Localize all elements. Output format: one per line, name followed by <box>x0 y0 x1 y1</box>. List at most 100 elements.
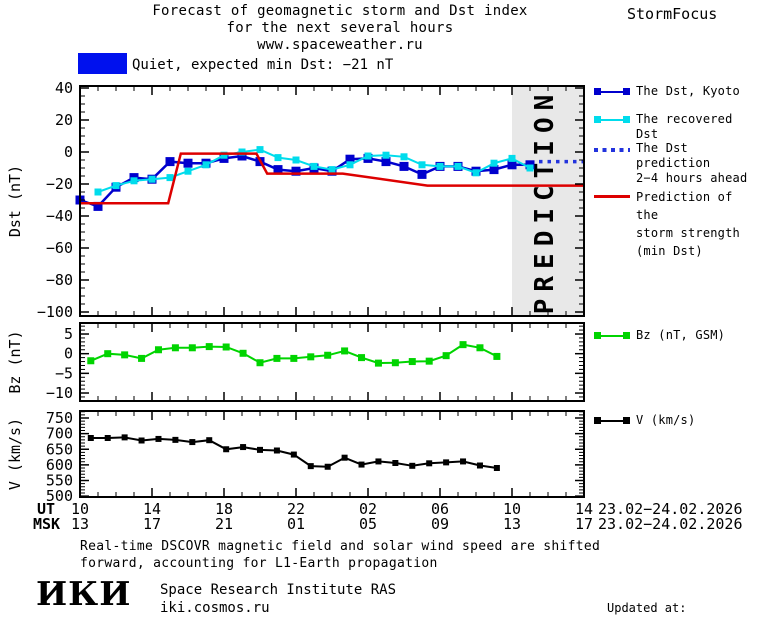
title-line-2: for the next several hours <box>226 20 454 36</box>
x-tick-label-msk: 09 <box>431 515 449 533</box>
dst-axis-title: Dst (nT) <box>6 165 24 237</box>
dst-marker <box>472 169 480 177</box>
ut-row-label: UT <box>37 500 55 518</box>
v-marker <box>324 463 331 470</box>
v-marker <box>189 439 196 446</box>
x-tick-label-msk: 01 <box>287 515 305 533</box>
v-marker <box>460 458 467 465</box>
v-marker <box>443 459 450 466</box>
dst-marker <box>382 151 390 159</box>
y-tick-label: −5 <box>55 364 73 382</box>
y-tick-label: 5 <box>64 325 73 343</box>
bz-marker <box>476 344 484 352</box>
bz-marker <box>290 354 298 362</box>
x-tick-label-msk: 21 <box>215 515 233 533</box>
ut-date-range: 23.02−24.02.2026 <box>598 500 743 518</box>
bz-marker <box>205 343 213 351</box>
bz-marker <box>408 358 416 366</box>
x-tick-label-msk: 17 <box>575 515 593 533</box>
v-marker <box>206 437 213 444</box>
msk-row-label: MSK <box>33 515 60 533</box>
legend-label-storm: Prediction of the storm strength (min Ds… <box>636 188 760 260</box>
v-marker <box>240 444 247 451</box>
dst-marker <box>490 159 498 167</box>
legend-label-v: V (km/s) <box>636 413 696 427</box>
bz-marker <box>222 343 230 351</box>
x-tick-label-ut: 10 <box>71 500 89 518</box>
site-link: www.spaceweather.ru <box>257 37 423 53</box>
legend-label-prediction: The Dst prediction 2−4 hours ahead <box>636 141 760 186</box>
storm-label-line-2: storm strength <box>636 226 740 240</box>
y-tick-label: 650 <box>46 440 73 458</box>
y-tick-label: −80 <box>46 271 73 289</box>
v-axis-title: V (km/s) <box>6 418 24 490</box>
v-marker <box>409 462 416 469</box>
bz-marker <box>273 354 281 362</box>
x-tick-label-ut: 14 <box>143 500 161 518</box>
dotted-line-icon <box>594 148 630 152</box>
kyoto-line-icon <box>594 87 630 97</box>
y-tick-label: −100 <box>37 303 73 321</box>
dst-marker <box>328 166 336 174</box>
bz-marker <box>104 350 112 358</box>
dst-marker <box>238 148 246 156</box>
dst-marker <box>274 154 282 162</box>
legend-item-v: V (km/s) <box>594 413 695 428</box>
bz-marker <box>324 351 332 359</box>
propagation-note: Real-time DSCOVR magnetic field and sola… <box>80 538 600 572</box>
v-marker <box>476 462 483 469</box>
brand-label: StormFocus <box>627 5 718 23</box>
bz-frame <box>79 322 585 402</box>
v-marker <box>104 435 111 441</box>
v-marker <box>341 454 348 461</box>
v-marker <box>138 437 145 444</box>
dst-marker <box>364 152 372 160</box>
dst-marker <box>184 167 192 175</box>
bz-marker <box>171 344 179 352</box>
dst-marker <box>310 162 318 170</box>
x-tick-label-ut: 06 <box>431 500 449 518</box>
v-marker <box>155 435 162 442</box>
dst-marker <box>417 169 427 179</box>
x-tick-label-msk: 13 <box>71 515 89 533</box>
storm-label-line-1: Prediction of the <box>636 190 733 222</box>
bz-marker <box>341 347 349 355</box>
bz-marker <box>307 353 315 361</box>
dst-marker <box>436 162 444 170</box>
v-marker <box>426 460 433 467</box>
x-tick-label-ut: 10 <box>503 500 521 518</box>
updated-label: Updated at: <box>607 601 687 615</box>
legend-label-recovered: The recovered Dst <box>636 112 733 141</box>
dst-marker <box>345 154 355 164</box>
y-tick-label: 500 <box>46 487 73 505</box>
iki-logo: ИКИ <box>36 574 132 613</box>
dst-marker <box>273 165 283 175</box>
v-marker <box>87 435 94 441</box>
y-tick-label: 0 <box>64 143 73 161</box>
x-tick-label-ut: 22 <box>287 500 305 518</box>
x-tick-label-ut: 02 <box>359 500 377 518</box>
dst-series-line <box>80 152 584 205</box>
legend-item-dst-kyoto: The Dst, Kyoto <box>594 84 740 99</box>
dst-marker <box>94 188 102 196</box>
dst-marker <box>489 165 499 175</box>
recovered-line-icon <box>594 115 630 125</box>
dst-marker <box>148 175 156 183</box>
v-marker <box>392 460 399 466</box>
dst-marker <box>112 182 120 190</box>
y-tick-label: 550 <box>46 472 73 490</box>
bz-marker <box>391 359 399 367</box>
dst-marker <box>93 201 103 211</box>
bz-marker <box>442 352 450 360</box>
institute-site: iki.cosmos.ru <box>160 600 270 616</box>
legend-item-recovered-dst: The recovered Dst <box>594 112 760 142</box>
dst-marker <box>166 174 174 182</box>
dst-marker <box>237 151 247 161</box>
dst-marker <box>507 160 517 170</box>
storm-level-text: Quiet, expected min Dst: −21 nT <box>132 57 394 73</box>
legend-item-bz: Bz (nT, GSM) <box>594 328 725 343</box>
dst-marker <box>220 151 228 159</box>
v-marker <box>375 458 382 465</box>
y-tick-label: −20 <box>46 175 73 193</box>
